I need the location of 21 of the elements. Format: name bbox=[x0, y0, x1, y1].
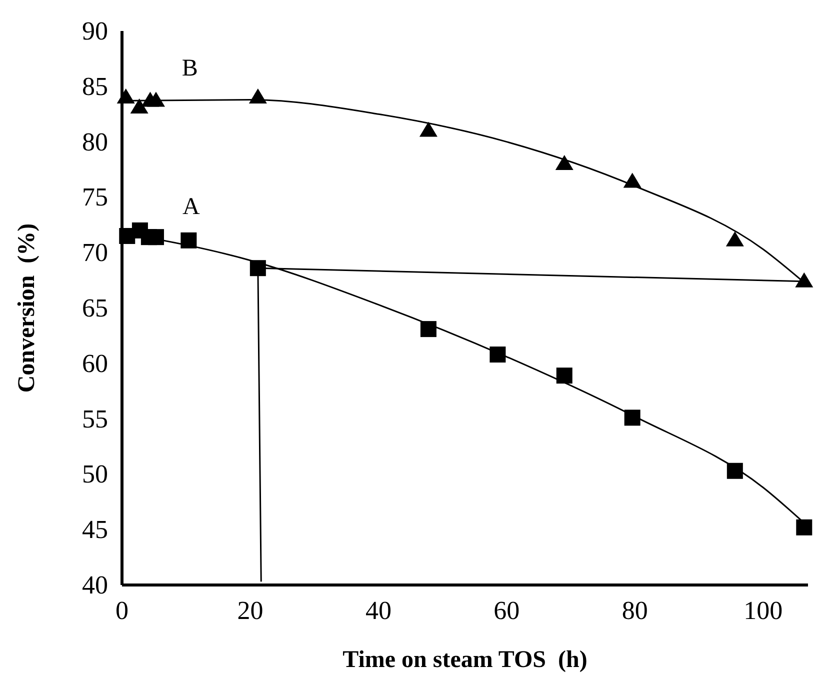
series-label: B bbox=[182, 55, 198, 82]
y-tick-label: 50 bbox=[82, 460, 108, 489]
x-tick-label: 100 bbox=[744, 596, 783, 625]
y-tick-label: 90 bbox=[82, 16, 108, 46]
x-tick-label: 40 bbox=[365, 596, 392, 625]
y-tick-label: 40 bbox=[82, 570, 108, 600]
x-tick-label: 60 bbox=[494, 596, 520, 625]
y-tick-label: 60 bbox=[82, 348, 108, 378]
y-tick-label: 45 bbox=[82, 515, 108, 544]
y-tick-label: 70 bbox=[82, 238, 108, 268]
y-tick-label: 75 bbox=[82, 182, 108, 212]
y-tick-label: 85 bbox=[82, 72, 108, 101]
series-label: A bbox=[182, 194, 200, 220]
x-tick-label: 80 bbox=[622, 596, 648, 625]
y-tick-label: 55 bbox=[82, 404, 108, 434]
x-tick-label: 20 bbox=[237, 596, 264, 625]
x-axis-title: Time on steam TOS (h) bbox=[342, 647, 588, 673]
y-tick-label: 80 bbox=[82, 127, 108, 156]
x-tick-label: 0 bbox=[116, 596, 128, 625]
y-axis-title: Conversion (%) bbox=[14, 223, 40, 393]
y-tick-label: 65 bbox=[82, 294, 108, 322]
